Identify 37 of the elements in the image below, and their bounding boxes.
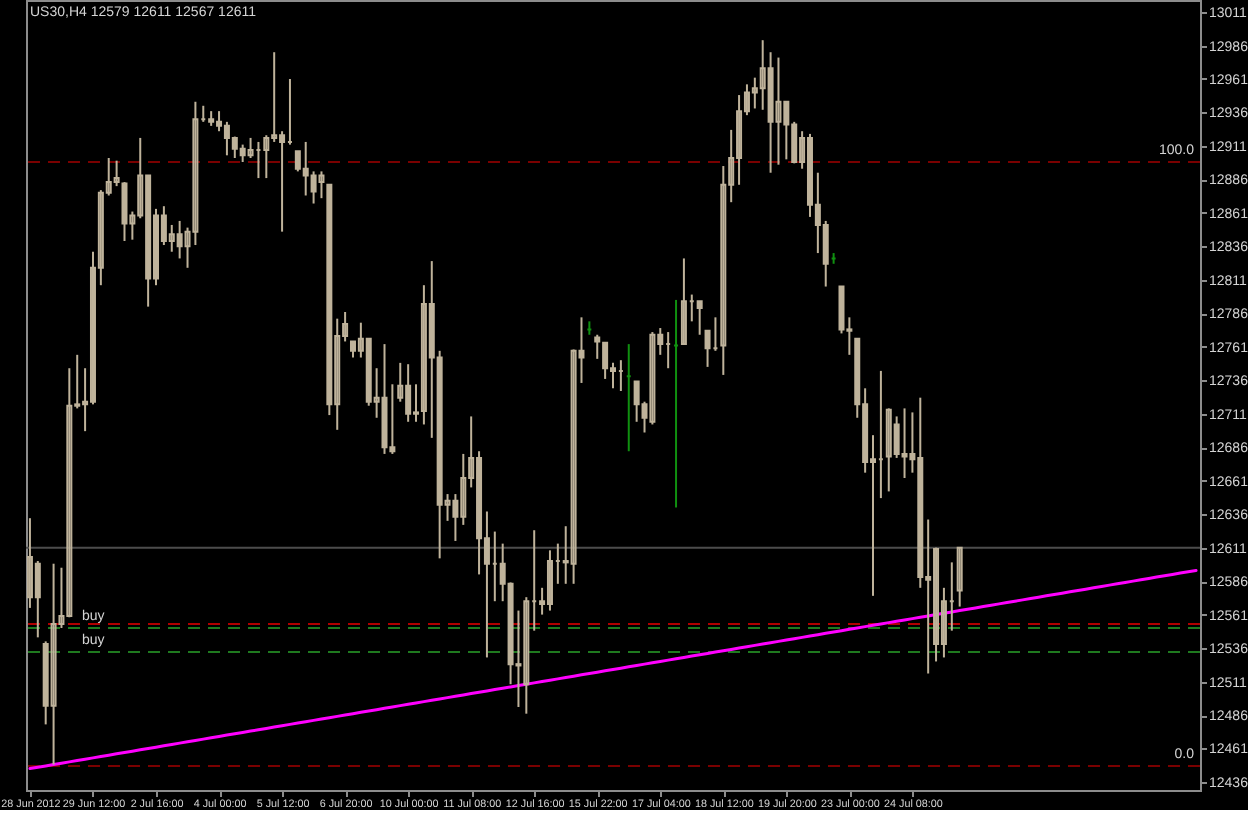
candlestick: [420, 284, 427, 426]
candlestick: [216, 110, 223, 133]
candlestick: [885, 407, 892, 493]
candlestick: [34, 560, 41, 639]
candlestick: [649, 331, 656, 426]
candlestick: [271, 51, 278, 143]
candlestick: [696, 300, 703, 336]
line-series: [28, 568, 1198, 771]
candlestick: [263, 134, 270, 180]
candlestick: [633, 380, 640, 423]
candlestick: [736, 94, 743, 186]
candlestick: [302, 140, 309, 197]
candlestick: [933, 546, 940, 663]
candlestick: [720, 165, 727, 376]
candlestick: [460, 452, 467, 526]
candlestick: [523, 596, 530, 715]
candlestick: [279, 130, 286, 233]
candlestick: [294, 150, 301, 173]
candlestick: [783, 100, 790, 161]
candlestick: [838, 285, 845, 335]
candlestick: [680, 257, 687, 346]
candlestick: [223, 120, 230, 157]
candlestick: [318, 170, 325, 200]
candlestick: [50, 562, 57, 766]
candlestick: [893, 415, 900, 459]
candlestick: [546, 549, 553, 612]
candlestick: [26, 517, 33, 609]
candlestick: [66, 367, 73, 619]
candlestick: [594, 333, 601, 360]
candlestick: [176, 219, 183, 260]
candlestick: [901, 407, 908, 480]
candlestick: [405, 363, 412, 423]
candlestick: [602, 341, 609, 380]
candlestick: [168, 223, 175, 253]
candlestick: [310, 170, 317, 205]
candlestick: [956, 546, 963, 608]
candlestick: [775, 56, 782, 166]
